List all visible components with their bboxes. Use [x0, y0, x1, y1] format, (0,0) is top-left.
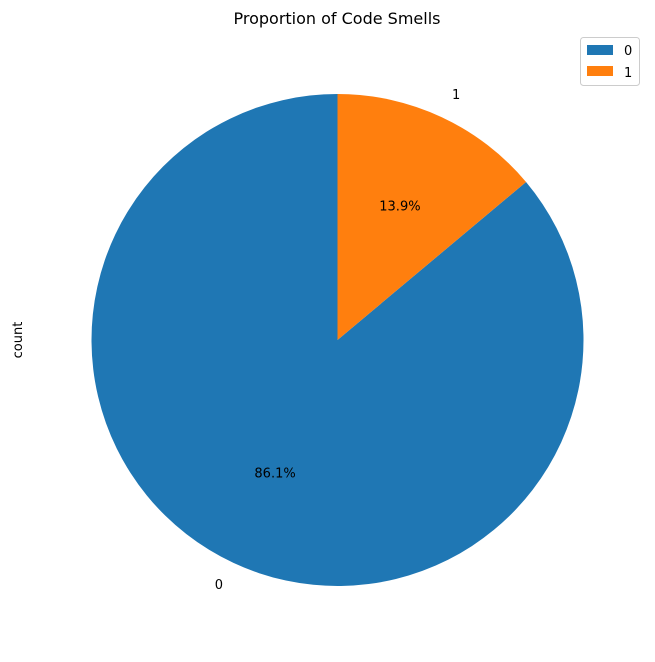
chart-title: Proportion of Code Smells: [233, 9, 440, 28]
pie-slice-0: [91, 94, 584, 586]
category-label-1: 1: [452, 88, 460, 103]
pie-labels: 0 86.1% 1 13.9%: [215, 88, 460, 593]
y-axis-label: count: [11, 322, 26, 359]
legend-label-1: 1: [624, 66, 632, 81]
legend-swatch-0: [587, 45, 613, 55]
legend: 0 1: [580, 37, 640, 86]
pie-slices: [91, 94, 584, 586]
category-label-0: 0: [215, 578, 223, 593]
legend-label-0: 0: [624, 44, 632, 59]
percent-label-0: 86.1%: [254, 467, 295, 482]
legend-swatch-1: [587, 66, 613, 76]
percent-label-1: 13.9%: [379, 199, 420, 214]
pie-slice-1: [337, 94, 527, 340]
